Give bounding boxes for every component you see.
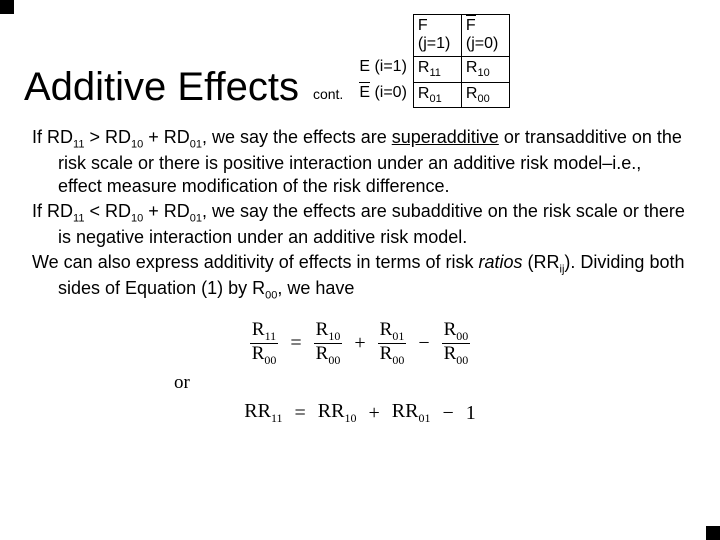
risk-table: F (j=1) F (j=0) E (i=1) R11 R10 E (i=0) <box>355 14 510 108</box>
f-bar-icon: F <box>466 17 476 35</box>
corner-accent-top-left <box>0 0 14 14</box>
equation-or: or <box>174 372 190 394</box>
equation-fractions: R11 R00 = R10 R00 + R01 R00 − R00 R00 <box>250 320 471 366</box>
cell-R10: R10 <box>461 56 509 82</box>
page-title: Additive Effects <box>24 65 299 110</box>
body-text: If RD11 > RD10 + RD01, we say the effect… <box>0 110 720 302</box>
row-header-E: E (i=1) <box>355 56 413 82</box>
e-bar-icon: E <box>359 84 370 102</box>
header-row: Additive Effects cont. F (j=1) F (j=0) E… <box>0 0 720 110</box>
paragraph-ratios: We can also express additivity of effect… <box>32 251 688 302</box>
title-continuation: cont. <box>313 86 343 102</box>
equations-block: R11 R00 = R10 R00 + R01 R00 − R00 R00 or… <box>0 320 720 426</box>
equation-rr: RR11 = RR10 + RR01 − 1 <box>244 400 475 426</box>
cell-R00: R00 <box>461 82 509 108</box>
cell-R01: R01 <box>413 82 461 108</box>
frac-R00-R00: R00 R00 <box>442 320 471 366</box>
row-header-Ebar: E (i=0) <box>355 82 413 108</box>
frac-R11-R00: R11 R00 <box>250 320 279 366</box>
frac-R01-R00: R01 R00 <box>378 320 407 366</box>
paragraph-subadditive: If RD11 < RD10 + RD01, we say the effect… <box>32 200 688 249</box>
col-header-F: F (j=1) <box>413 15 461 57</box>
cell-R11: R11 <box>413 56 461 82</box>
paragraph-superadditive: If RD11 > RD10 + RD01, we say the effect… <box>32 126 688 198</box>
frac-R10-R00: R10 R00 <box>314 320 343 366</box>
corner-accent-bottom-right <box>706 526 720 540</box>
col-header-Fbar: F (j=0) <box>461 15 509 57</box>
